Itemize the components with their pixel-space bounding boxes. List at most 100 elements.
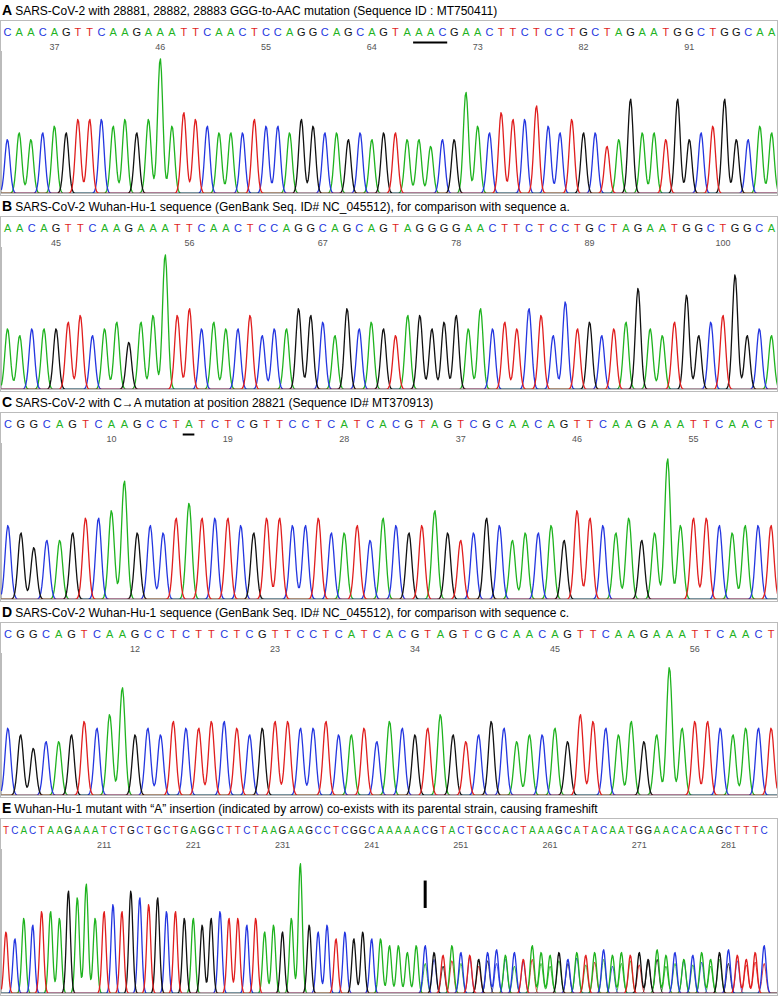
svg-text:A: A xyxy=(707,825,714,836)
svg-text:G: G xyxy=(350,825,358,836)
svg-text:A: A xyxy=(56,418,64,430)
svg-text:C: C xyxy=(521,26,529,38)
svg-text:C: C xyxy=(697,26,705,38)
svg-text:A: A xyxy=(222,222,230,234)
svg-text:A: A xyxy=(162,222,170,234)
svg-text:T: T xyxy=(263,418,270,430)
svg-text:T: T xyxy=(583,825,589,836)
svg-text:T: T xyxy=(662,26,669,38)
svg-text:G: G xyxy=(379,26,388,38)
svg-text:241: 241 xyxy=(364,840,379,850)
svg-text:A: A xyxy=(55,628,63,640)
svg-text:T: T xyxy=(498,26,505,38)
svg-text:G: G xyxy=(67,628,76,640)
svg-text:C: C xyxy=(182,628,190,640)
svg-text:G: G xyxy=(249,418,258,430)
svg-text:A: A xyxy=(462,26,470,38)
svg-text:A: A xyxy=(210,222,218,234)
svg-text:C: C xyxy=(725,825,732,836)
svg-text:T: T xyxy=(457,418,464,430)
svg-text:T: T xyxy=(226,825,232,836)
svg-text:C: C xyxy=(373,628,381,640)
svg-text:G: G xyxy=(673,26,682,38)
svg-text:C: C xyxy=(561,222,569,234)
svg-text:C: C xyxy=(755,222,763,234)
svg-text:G: G xyxy=(154,825,162,836)
svg-text:T: T xyxy=(568,26,575,38)
svg-text:T: T xyxy=(610,222,617,234)
svg-text:C: C xyxy=(321,26,329,38)
svg-text:T: T xyxy=(173,418,180,430)
svg-text:T: T xyxy=(39,825,45,836)
svg-text:37: 37 xyxy=(49,42,59,52)
svg-text:A: A xyxy=(647,222,655,234)
svg-text:A: A xyxy=(768,26,776,38)
svg-text:T: T xyxy=(247,222,254,234)
svg-text:G: G xyxy=(626,26,635,38)
svg-text:C: C xyxy=(511,825,518,836)
svg-text:A: A xyxy=(227,26,235,38)
svg-text:T: T xyxy=(192,26,199,38)
svg-text:T: T xyxy=(86,26,93,38)
svg-text:A: A xyxy=(663,825,670,836)
svg-text:C: C xyxy=(438,26,446,38)
svg-text:C: C xyxy=(761,825,768,836)
svg-text:A: A xyxy=(522,418,530,430)
svg-text:G: G xyxy=(563,628,572,640)
svg-text:A: A xyxy=(591,825,598,836)
svg-text:G: G xyxy=(428,222,437,234)
svg-text:A: A xyxy=(729,418,737,430)
svg-text:T: T xyxy=(77,222,84,234)
svg-text:G: G xyxy=(682,222,691,234)
svg-text:C: C xyxy=(475,628,483,640)
svg-text:A: A xyxy=(618,825,625,836)
svg-text:G: G xyxy=(640,628,649,640)
svg-text:G: G xyxy=(637,418,646,430)
svg-text:251: 251 xyxy=(453,840,468,850)
svg-text:A: A xyxy=(56,825,63,836)
svg-text:C: C xyxy=(544,26,552,38)
svg-text:A: A xyxy=(659,222,667,234)
svg-text:A: A xyxy=(609,825,616,836)
svg-text:T: T xyxy=(768,628,775,640)
svg-text:C: C xyxy=(341,825,348,836)
svg-text:G: G xyxy=(634,222,643,234)
svg-text:T: T xyxy=(691,628,698,640)
svg-text:G: G xyxy=(585,222,594,234)
svg-text:C: C xyxy=(146,418,154,430)
svg-text:T: T xyxy=(233,628,240,640)
svg-text:G: G xyxy=(198,825,206,836)
svg-text:A: A xyxy=(185,418,193,430)
svg-text:A: A xyxy=(698,825,705,836)
svg-text:T: T xyxy=(440,825,446,836)
svg-text:46: 46 xyxy=(572,434,582,444)
svg-text:T: T xyxy=(253,825,259,836)
svg-text:A: A xyxy=(654,825,661,836)
svg-text:A: A xyxy=(4,222,12,234)
svg-text:T: T xyxy=(462,628,469,640)
svg-text:T: T xyxy=(284,628,291,640)
svg-text:A: A xyxy=(547,825,554,836)
svg-text:G: G xyxy=(207,825,215,836)
svg-text:C: C xyxy=(93,628,101,640)
svg-text:C: C xyxy=(549,222,557,234)
svg-text:A: A xyxy=(110,26,118,38)
svg-text:A: A xyxy=(283,222,291,234)
svg-text:C: C xyxy=(591,26,599,38)
svg-text:C: C xyxy=(43,418,51,430)
svg-text:C: C xyxy=(144,628,152,640)
svg-text:A: A xyxy=(622,222,630,234)
svg-text:A: A xyxy=(474,26,482,38)
svg-text:A: A xyxy=(288,825,295,836)
svg-text:T: T xyxy=(323,628,330,640)
svg-text:A: A xyxy=(20,825,27,836)
svg-text:C: C xyxy=(398,628,406,640)
svg-text:G: G xyxy=(450,26,459,38)
svg-text:46: 46 xyxy=(155,42,165,52)
svg-text:C: C xyxy=(296,628,304,640)
svg-text:T: T xyxy=(577,628,584,640)
svg-text:C: C xyxy=(715,418,723,430)
svg-text:C: C xyxy=(274,26,282,38)
svg-text:C: C xyxy=(203,26,211,38)
svg-text:G: G xyxy=(305,825,313,836)
